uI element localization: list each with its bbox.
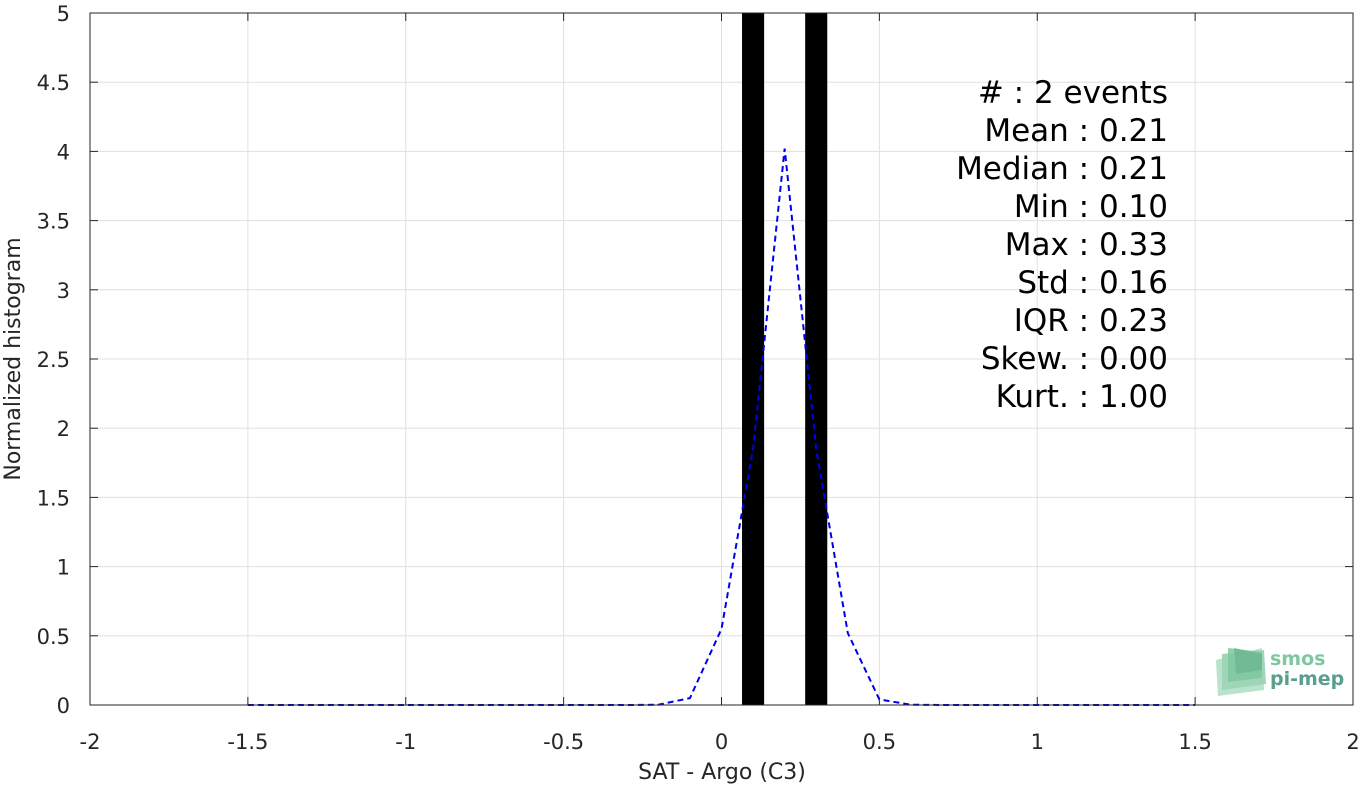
y-tick-label: 2 (57, 417, 70, 441)
x-tick-label: -2 (80, 730, 101, 754)
y-axis-label: Normalized histogram (1, 237, 26, 480)
histogram-bars (742, 13, 828, 705)
x-tick-label: -0.5 (543, 730, 584, 754)
stat-line: Skew. : 0.00 (981, 341, 1168, 377)
y-tick-label: 1.5 (37, 486, 70, 510)
y-tick-label: 4.5 (37, 71, 70, 95)
x-tick-label: 1.5 (1178, 730, 1211, 754)
stat-line: Median : 0.21 (956, 151, 1168, 187)
x-tick-label: -1 (395, 730, 416, 754)
y-tick-label: 4 (57, 140, 70, 164)
x-tick-label: 0.5 (863, 730, 896, 754)
y-tick-label: 3.5 (37, 210, 70, 234)
logo-line2: pi-mep (1270, 668, 1344, 690)
x-tick-label: -1.5 (227, 730, 268, 754)
stat-line: Kurt. : 1.00 (996, 379, 1168, 415)
y-tick-label: 2.5 (37, 348, 70, 372)
stat-line: # : 2 events (978, 75, 1168, 111)
grid (89, 12, 1354, 706)
stat-line: Max : 0.33 (1005, 227, 1168, 263)
smos-pimep-logo: smos pi-mep (1216, 648, 1344, 696)
y-tick-label: 0.5 (37, 625, 70, 649)
x-tick-label: 1 (1031, 730, 1044, 754)
x-axis-label: SAT - Argo (C3) (638, 760, 806, 785)
histogram-bar (805, 13, 828, 705)
y-tick-label: 1 (57, 556, 70, 580)
stat-line: Std : 0.16 (1017, 265, 1168, 301)
x-tick-label: 0 (715, 730, 728, 754)
y-tick-label: 3 (57, 279, 70, 303)
y-tick-label: 5 (57, 2, 70, 26)
x-tick-label: 2 (1346, 730, 1359, 754)
axes (89, 12, 1354, 706)
histogram-bar (742, 13, 765, 705)
logo-waves-icon (1216, 648, 1266, 696)
y-tick-label: 0 (57, 694, 70, 718)
stat-line: Min : 0.10 (1014, 189, 1168, 225)
tick-labels: -2 -1.5 -1 -0.5 0 0.5 1 1.5 2 0 0.5 1 1.5 2 2.5 3 3.5 4 4.… (37, 2, 1360, 754)
stat-line: IQR : 0.23 (1014, 303, 1168, 339)
stat-line: Mean : 0.21 (984, 113, 1168, 149)
logo-line1: smos (1270, 648, 1325, 670)
